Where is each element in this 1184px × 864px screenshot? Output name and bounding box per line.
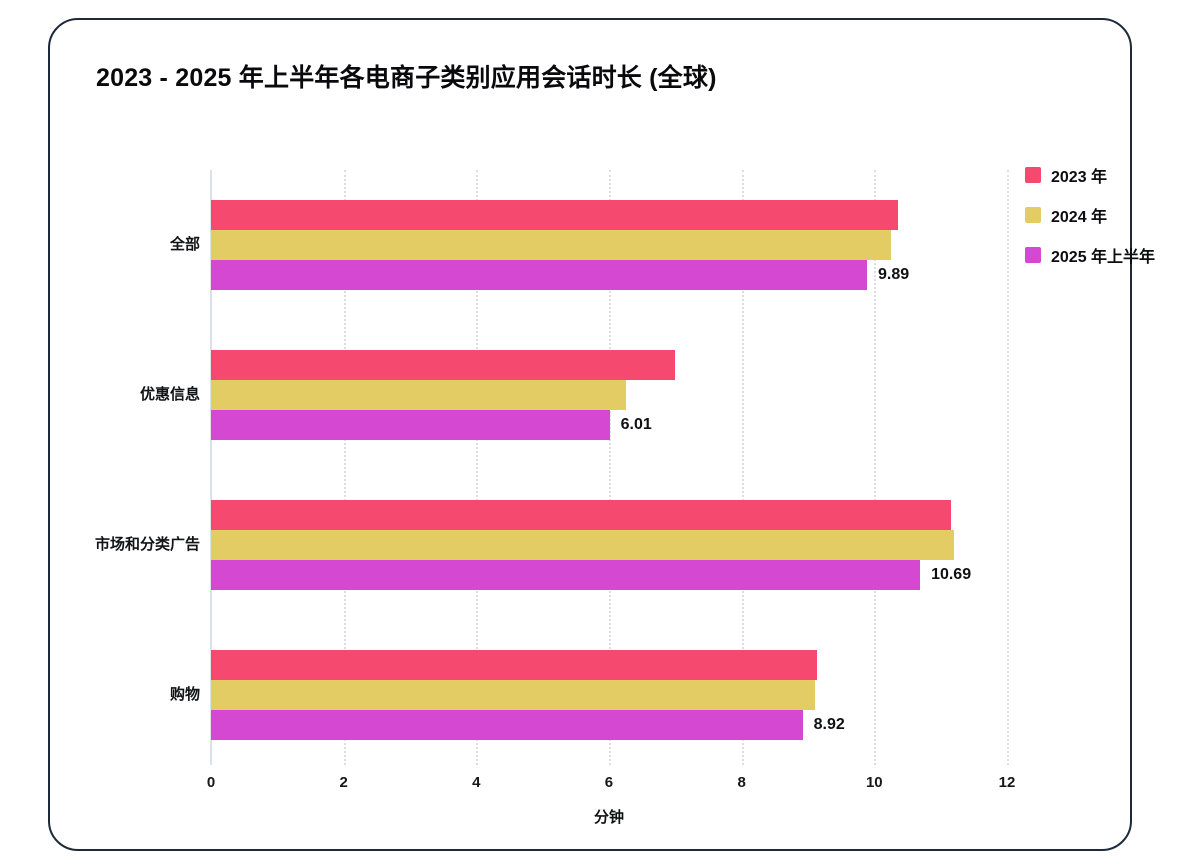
x-axis-title: 分钟 [593,809,624,826]
chart-title: 2023 - 2025 年上半年各电商子类别应用会话时长 (全球) [96,64,717,92]
category-label: 市场和分类广告 [94,536,200,553]
legend-item[interactable]: 2024 年 [1025,203,1107,227]
bar[interactable] [211,230,891,260]
category-label: 优惠信息 [139,386,200,403]
bar[interactable] [211,650,818,680]
bar[interactable] [211,710,803,740]
bar[interactable] [211,500,951,530]
category-label: 全部 [169,236,200,253]
category-label: 购物 [169,686,200,703]
legend-item[interactable]: 2023 年 [1025,163,1107,187]
gridline [608,170,611,765]
bar[interactable] [211,350,676,380]
legend-swatch [1025,207,1041,223]
gridline [741,170,744,765]
x-tick-label: 12 [998,774,1016,791]
gridline [1006,170,1009,765]
bar[interactable] [211,560,921,590]
legend-item[interactable]: 2025 年上半年 [1025,243,1155,267]
bar[interactable] [211,380,626,410]
value-label: 9.89 [878,266,910,283]
gridline [874,170,877,765]
value-label: 8.92 [813,716,845,733]
bar[interactable] [211,530,954,560]
bar[interactable] [211,680,815,710]
bar[interactable] [211,260,867,290]
legend-swatch [1025,167,1041,183]
legend-label: 2025 年上半年 [1051,249,1156,266]
x-tick-label: 2 [339,774,348,791]
legend-label: 2024 年 [1051,209,1108,226]
value-label: 10.69 [931,566,972,583]
x-tick-label: 0 [206,774,216,791]
legend-swatch [1025,247,1041,263]
x-tick-label: 8 [737,774,746,791]
value-label: 6.01 [620,416,652,433]
y-axis-line [210,170,212,765]
x-tick-label: 10 [865,774,883,791]
gridline [476,170,479,765]
legend-label: 2023 年 [1051,169,1108,186]
gridline [343,170,346,765]
bar[interactable] [211,200,898,230]
x-tick-label: 4 [472,774,481,791]
x-tick-label: 6 [604,774,614,791]
bar[interactable] [211,410,610,440]
